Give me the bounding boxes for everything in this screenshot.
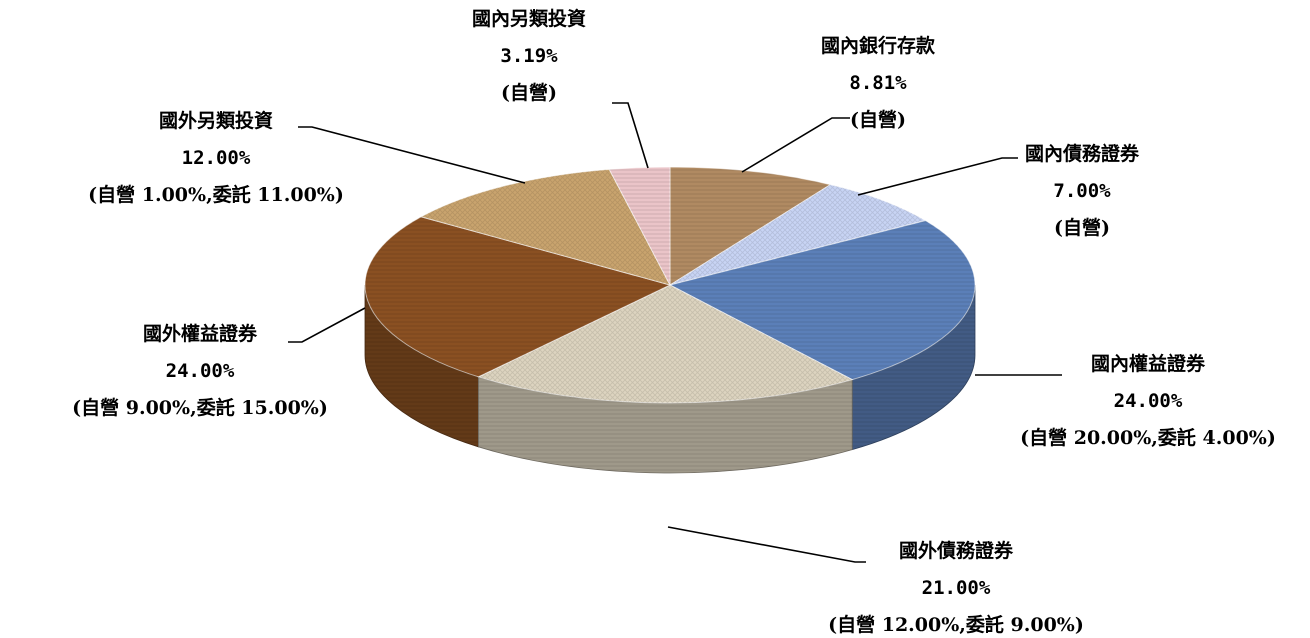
pie-side-texture-3 xyxy=(478,376,853,474)
pie-slice-texture-2 xyxy=(670,220,976,380)
pie-slice-texture-0 xyxy=(670,167,831,285)
slice-label-name-5: 國外另類投資 xyxy=(159,109,273,132)
pie-slice-texture-3 xyxy=(478,285,853,403)
pie-side-texture-4 xyxy=(365,285,479,447)
slice-label-value_label-1: 7.00% xyxy=(1053,180,1111,202)
slice-label-detail-5: (自營 1.00%,委託 11.00%) xyxy=(88,183,344,206)
slice-label-name-3: 國外債務證券 xyxy=(899,539,1014,562)
slice-label-detail-0: (自營) xyxy=(850,108,906,131)
leader-line-3 xyxy=(667,526,866,563)
slice-label-name-4: 國外權益證券 xyxy=(143,322,258,345)
leader-line-6 xyxy=(612,102,649,169)
slice-label-value_label-4: 24.00% xyxy=(166,360,235,382)
leader-line-0 xyxy=(741,117,850,173)
pie-side-texture-2 xyxy=(852,285,975,450)
slice-label-name-6: 國內另類投資 xyxy=(472,7,586,30)
slice-label-name-1: 國內債務證券 xyxy=(1025,142,1140,165)
leader-line-5 xyxy=(298,126,526,184)
leader-line-1 xyxy=(857,157,1018,196)
pie-slice-texture-4 xyxy=(364,216,670,377)
slice-label-detail-4: (自營 9.00%,委託 15.00%) xyxy=(72,396,328,419)
slice-label-value_label-0: 8.81% xyxy=(849,72,907,94)
leader-line-4 xyxy=(288,307,366,343)
slice-label-value_label-5: 12.00% xyxy=(182,147,251,169)
slice-label-value_label-3: 21.00% xyxy=(922,577,991,599)
pie-slice-texture-6 xyxy=(609,167,670,285)
slice-label-value_label-2: 24.00% xyxy=(1114,390,1183,412)
slice-label-name-0: 國內銀行存款 xyxy=(821,34,936,57)
slice-label-value_label-6: 3.19% xyxy=(500,45,558,67)
slice-label-detail-3: (自營 12.00%,委託 9.00%) xyxy=(828,613,1084,636)
slice-label-detail-1: (自營) xyxy=(1054,216,1110,239)
pie-slice-texture-1 xyxy=(670,184,926,285)
pie-slice-texture-5 xyxy=(421,169,670,285)
slice-label-detail-6: (自營) xyxy=(501,81,557,104)
slice-label-name-2: 國內權益證券 xyxy=(1091,352,1206,375)
slice-label-detail-2: (自營 20.00%,委託 4.00%) xyxy=(1020,426,1276,449)
